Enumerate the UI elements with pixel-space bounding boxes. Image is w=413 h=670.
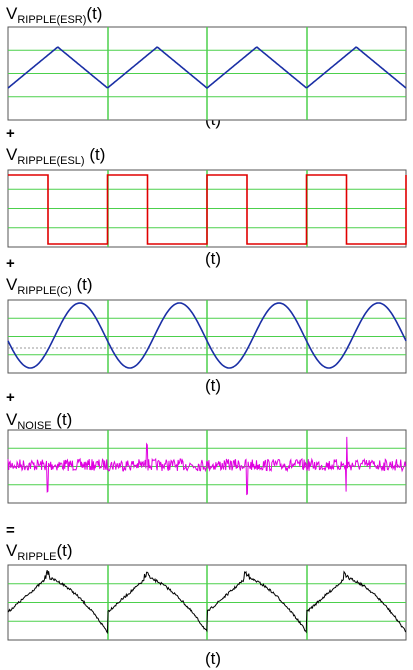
axis-label: (t)	[205, 249, 221, 268]
operator: +	[6, 389, 15, 406]
operator: +	[6, 255, 15, 272]
panel-label: VRIPPLE(ESR)(t)	[6, 4, 102, 26]
panel-label: VRIPPLE(t)	[6, 541, 73, 563]
label-suffix: (t)	[85, 145, 106, 164]
label-sub: RIPPLE(ESL)	[17, 155, 84, 167]
label-main: V	[6, 275, 18, 294]
axis-label: (t)	[205, 649, 221, 668]
label-main: V	[6, 145, 18, 164]
label-sub: NOISE	[17, 420, 51, 432]
label-sub: RIPPLE(ESR)	[17, 14, 86, 26]
operator: =	[6, 522, 15, 539]
panel-label: VRIPPLE(ESL) (t)	[6, 145, 105, 167]
label-sub: RIPPLE(C)	[17, 285, 71, 297]
waveform	[7, 436, 407, 496]
operator: +	[6, 125, 15, 142]
label-main: V	[6, 4, 18, 23]
label-suffix: (t)	[72, 275, 93, 294]
label-main: V	[6, 410, 18, 429]
label-main: V	[6, 541, 18, 560]
label-suffix: (t)	[56, 541, 72, 560]
label-suffix: (t)	[52, 410, 73, 429]
waveform	[7, 570, 407, 635]
label-sub: RIPPLE	[17, 551, 56, 563]
panel-label: VNOISE (t)	[6, 410, 72, 432]
waveform	[7, 302, 407, 369]
waveform	[8, 174, 407, 245]
waveform	[7, 46, 407, 90]
axis-label: (t)	[205, 376, 221, 395]
panel-label: VRIPPLE(C) (t)	[6, 275, 93, 297]
label-suffix: (t)	[86, 4, 102, 23]
